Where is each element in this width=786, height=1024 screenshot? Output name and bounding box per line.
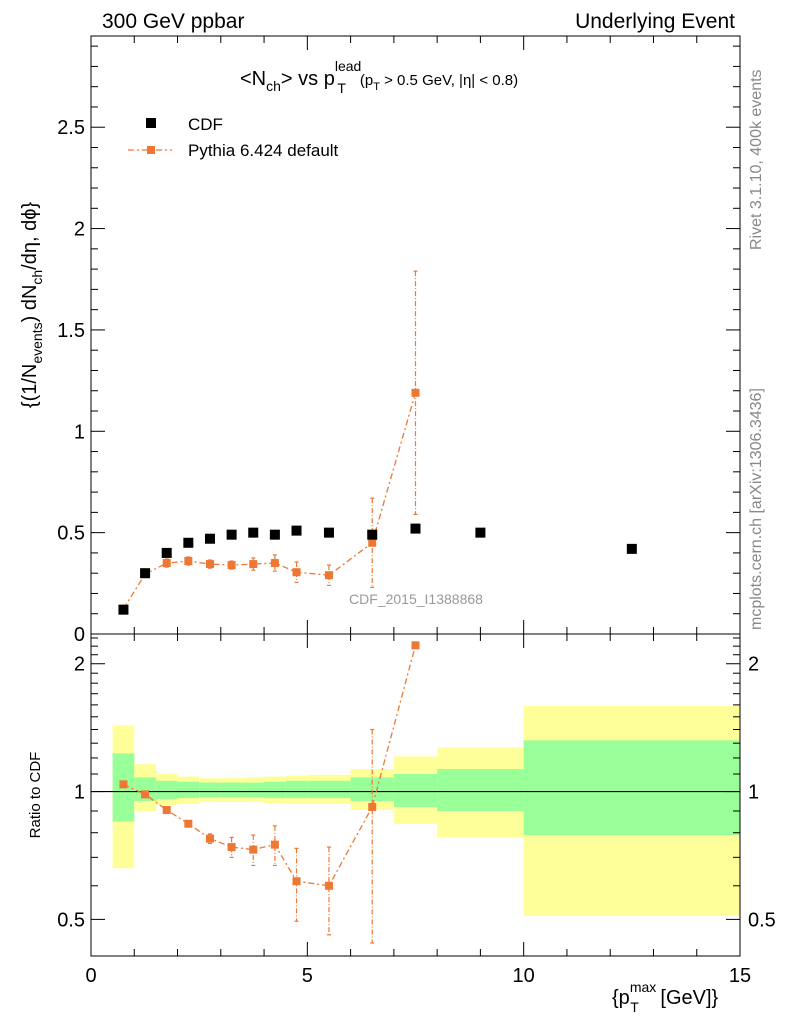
ratio-ytick-label: 0.5 — [57, 909, 85, 931]
cdf-point — [140, 568, 151, 579]
main-ytick-label: 0.5 — [57, 523, 85, 545]
ratio-mc-point — [227, 843, 236, 852]
main-marks — [118, 270, 637, 615]
ratio-mc-point — [270, 840, 279, 849]
main-panel: 0 0.5 1 1.5 2 2.5 <Nch> vs plead T (pT > 0.5 Ge… — [19, 35, 741, 646]
cdf-point — [410, 523, 421, 534]
mc-point — [205, 560, 214, 569]
ratio-bands — [91, 706, 740, 916]
cdf-point — [248, 527, 259, 538]
ratio-mc-point — [249, 845, 258, 854]
ratio-frame — [90, 633, 741, 957]
cdf-point — [204, 533, 215, 544]
ratio-panel: 0.5 0.5 1 1 2 2 0 5 10 15 Ratio to CDF — [27, 633, 776, 987]
cdf-point — [475, 527, 486, 538]
cdf-point — [367, 529, 378, 540]
ratio-ytick-label: 2 — [74, 654, 85, 676]
cdf-point — [183, 537, 194, 548]
mc-point — [368, 538, 377, 547]
ratio-ytick-label-right: 0.5 — [748, 909, 776, 931]
legend-cdf-marker — [146, 118, 156, 128]
legend-cdf-label: CDF — [188, 115, 223, 134]
ratio-mc-point — [411, 641, 420, 650]
ratio-mc-point — [141, 790, 150, 799]
ratio-marks — [119, 641, 420, 944]
ratio-band-inner — [220, 782, 243, 798]
x-tick-label: 5 — [302, 965, 313, 987]
ratio-band-inner — [177, 781, 200, 799]
ratio-mc-point — [205, 834, 214, 843]
ratio-band-inner — [242, 782, 265, 798]
ratio-band-inner — [134, 777, 156, 802]
ratio-band-inner — [393, 773, 438, 807]
main-ytick-label: 1 — [74, 421, 85, 443]
main-ytick-label: 2 — [74, 219, 85, 241]
mc-point — [184, 557, 193, 566]
ratio-mc-point — [184, 819, 193, 828]
plot-title: <Nch> vs plead T (pT > 0.5 GeV, |η| < 0.8) — [240, 58, 518, 96]
cdf-point — [118, 604, 129, 615]
cdf-point — [269, 529, 280, 540]
header-right: Underlying Event — [575, 10, 735, 33]
analysis-watermark: CDF_2015_I1388868 — [349, 591, 483, 607]
ratio-band-inner — [437, 769, 524, 812]
legend-mc-marker — [147, 146, 155, 154]
mcplots-label: mcplots.cern.ch [arXiv:1306.3436] — [748, 388, 765, 630]
x-tick-label: 10 — [513, 965, 535, 987]
ratio-ticks: 0.5 0.5 1 1 2 2 0 5 10 15 — [57, 634, 776, 987]
cdf-point — [626, 543, 637, 554]
legend-mc-label: Pythia 6.424 default — [188, 141, 339, 160]
ratio-ytick-label: 1 — [74, 782, 85, 804]
cdf-point — [323, 527, 334, 538]
mc-point — [292, 568, 301, 577]
legend: CDF Pythia 6.424 default — [128, 115, 339, 160]
ratio-band-inner — [307, 780, 351, 799]
ratio-band-inner — [523, 740, 740, 836]
header-left: 300 GeV ppbar — [102, 10, 244, 33]
main-ytick-label: 0 — [74, 624, 85, 646]
cdf-point — [291, 525, 302, 536]
ratio-mc-point — [119, 780, 128, 789]
ratio-mc-point — [162, 805, 171, 814]
ratio-mc-point — [324, 881, 333, 890]
ratio-mc-point — [292, 877, 301, 886]
ratio-mc-point — [368, 802, 377, 811]
x-tick-label: 0 — [85, 965, 96, 987]
main-ticks: 0 0.5 1 1.5 2 2.5 — [57, 36, 741, 646]
cdf-point — [226, 529, 237, 540]
mc-point — [411, 388, 420, 397]
ratio-band-inner — [264, 781, 286, 799]
main-ylabel: {(1/Nevents) dNch/dη, dϕ} — [19, 202, 45, 409]
rivet-label: Rivet 3.1.10, 400k events — [748, 69, 765, 250]
ratio-band-inner — [350, 777, 394, 802]
ratio-band-inner — [155, 780, 178, 800]
mc-point — [324, 571, 333, 580]
ratio-ytick-label-right: 1 — [748, 782, 759, 804]
ratio-band-inner — [199, 782, 221, 798]
main-ytick-label: 2.5 — [57, 117, 85, 139]
ratio-ylabel: Ratio to CDF — [27, 752, 44, 839]
x-tick-label: 15 — [729, 965, 751, 987]
mc-point — [270, 559, 279, 568]
mc-point — [249, 560, 258, 569]
cdf-point — [161, 547, 172, 558]
mc-point — [227, 561, 236, 570]
ratio-band-inner — [285, 780, 308, 799]
ratio-ytick-label-right: 2 — [748, 654, 759, 676]
mc-point — [162, 559, 171, 568]
x-axis-label: {pmax T [GeV]} — [612, 979, 719, 1015]
main-ytick-label: 1.5 — [57, 320, 85, 342]
